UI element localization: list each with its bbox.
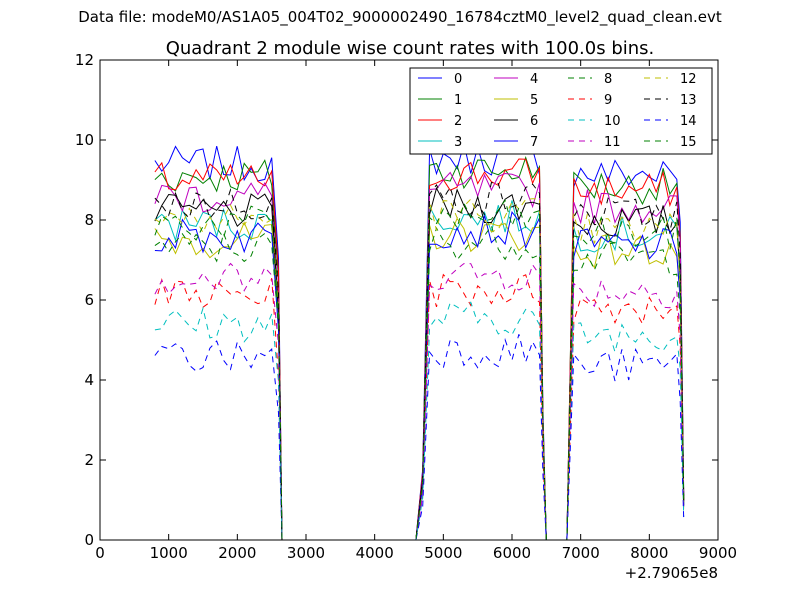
series-line-9	[154, 273, 685, 541]
series-line-3	[154, 200, 685, 541]
legend-label-13: 13	[680, 93, 697, 108]
x-tick-label: 9000	[699, 544, 737, 562]
x-tick-label: 2000	[218, 544, 256, 562]
series-line-2	[154, 158, 685, 541]
series-line-8	[154, 224, 685, 541]
series-line-14	[154, 334, 685, 541]
x-tick-label: 8000	[630, 544, 668, 562]
x-offset-label: +2.79065e8	[625, 564, 718, 582]
x-tick-label: 6000	[493, 544, 531, 562]
legend-label-15: 15	[680, 135, 697, 150]
y-tick-label: 10	[75, 131, 94, 149]
y-tick-label: 2	[84, 451, 94, 469]
x-tick-label: 1000	[150, 544, 188, 562]
series-line-7	[154, 210, 685, 541]
series-line-12	[154, 198, 685, 541]
y-tick-label: 12	[75, 51, 94, 69]
legend-label-0: 0	[454, 72, 462, 87]
series-line-5	[154, 217, 685, 541]
series-line-6	[154, 186, 685, 541]
legend-label-10: 10	[604, 114, 621, 129]
legend-label-1: 1	[454, 93, 462, 108]
x-tick-label: 4000	[356, 544, 394, 562]
legend-label-11: 11	[604, 135, 621, 150]
series-line-0	[154, 143, 685, 541]
legend-label-7: 7	[530, 135, 538, 150]
series-line-1	[154, 156, 685, 541]
data-file-title: Data file: modeM0/AS1A05_004T02_90000024…	[78, 8, 722, 26]
series-line-4	[154, 171, 685, 541]
legend-label-9: 9	[604, 93, 612, 108]
legend-label-14: 14	[680, 114, 697, 129]
legend-label-2: 2	[454, 114, 462, 129]
axes: 0 1000 2000 3000 4000 5000 6000 7000 8000 9000 0 2 4…	[75, 51, 737, 562]
chart-title: Quadrant 2 module wise count rates with …	[166, 38, 655, 59]
legend-label-5: 5	[530, 93, 538, 108]
x-tick-label: 0	[95, 544, 105, 562]
data-layer	[154, 143, 685, 541]
y-tick-label: 0	[84, 531, 94, 549]
series-line-13	[154, 182, 685, 541]
legend-label-8: 8	[604, 72, 612, 87]
series-line-15	[154, 199, 685, 541]
series-line-10	[154, 301, 685, 541]
series-line-11	[154, 262, 685, 541]
legend-label-3: 3	[454, 135, 462, 150]
x-tick-label: 7000	[562, 544, 600, 562]
x-tick-label: 5000	[424, 544, 462, 562]
x-tick-label: 3000	[287, 544, 325, 562]
legend-label-4: 4	[530, 72, 538, 87]
y-tick-label: 8	[84, 211, 94, 229]
legend-label-12: 12	[680, 72, 697, 87]
y-tick-label: 4	[84, 371, 94, 389]
legend-label-6: 6	[530, 114, 538, 129]
legend-frame	[409, 67, 713, 155]
y-tick-label: 6	[84, 291, 94, 309]
